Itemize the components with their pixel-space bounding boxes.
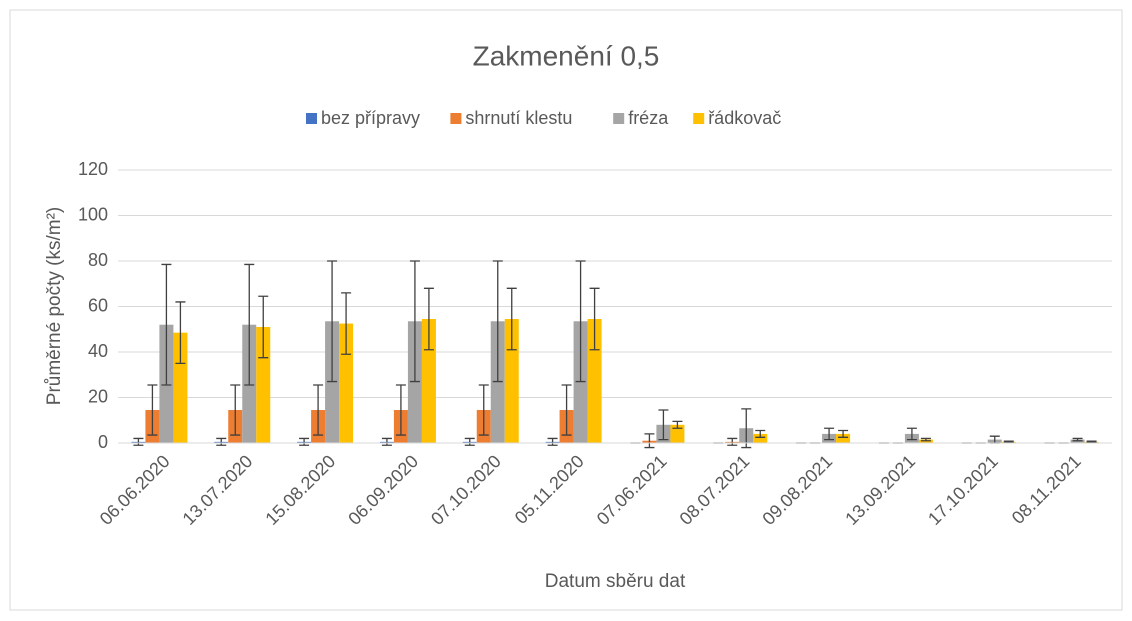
y-tick-label: 60 [88,295,108,315]
error-bar [327,260,338,383]
error-bar [727,437,738,446]
error-bar [755,429,766,438]
error-bar [547,437,558,446]
error-bar [906,427,917,441]
y-tick-label: 20 [88,386,108,406]
error-bar [741,408,752,449]
error-bar [1072,437,1083,442]
y-axis-title: Průměrné počty (ks/m²) [44,207,65,405]
legend-swatch [693,113,705,124]
error-bar [658,409,669,441]
error-bar [575,260,586,383]
bar [173,332,188,443]
error-bar [299,437,310,446]
chart-title: Zakmenění 0,5 [473,40,660,71]
y-tick-label: 100 [78,204,108,224]
bar [753,433,768,443]
legend-label: bez přípravy [321,108,420,128]
x-axis-title: Datum sběru dat [545,571,686,592]
error-bar [920,437,931,442]
error-bar [464,437,475,446]
legend-label: shrnutí klestu [465,108,572,128]
error-bar [147,384,158,436]
bar [670,424,685,443]
error-bar [341,292,352,355]
legend-swatch [450,113,462,124]
y-tick-label: 80 [88,250,108,270]
y-tick-label: 0 [98,432,108,452]
error-bar [395,384,406,436]
error-bar [824,427,835,441]
error-bar [244,263,255,386]
error-bar [313,384,324,436]
bar [836,433,851,443]
error-bar [478,384,489,436]
error-bar [175,301,186,365]
error-bar [672,420,683,429]
legend-swatch [306,113,317,124]
error-bar [838,429,849,438]
error-bar [423,287,434,351]
error-bar [161,263,172,386]
legend-label: fréza [628,108,669,128]
error-bar [561,384,572,436]
legend-swatch [613,113,625,124]
error-bar [589,287,600,351]
error-bar [506,287,517,351]
bar [256,326,271,443]
error-bar [381,437,392,446]
error-bar [644,433,655,449]
error-bar [230,384,241,436]
chart-border [9,9,1123,611]
y-tick-label: 40 [88,341,108,361]
bar [339,323,354,443]
error-bar [216,437,227,446]
legend-label: řádkovač [708,108,781,128]
y-tick-label: 120 [78,159,108,179]
error-bar [492,260,503,383]
error-bar [409,260,420,383]
error-bar [133,437,144,446]
error-bar [258,295,269,359]
